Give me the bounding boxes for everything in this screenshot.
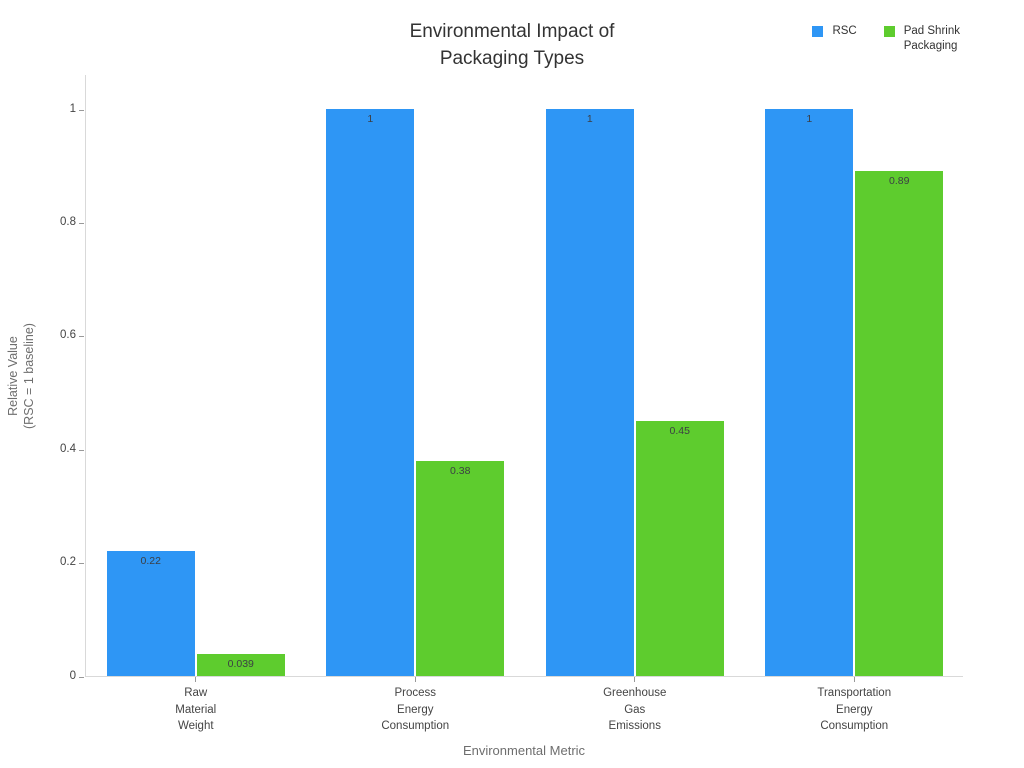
- bar-rsc[interactable]: [106, 551, 195, 676]
- y-tick-label: 0.8: [60, 215, 76, 228]
- y-tick-mark: [79, 336, 84, 338]
- y-tick-label: 0.6: [60, 329, 76, 342]
- bar-rsc[interactable]: [326, 109, 415, 676]
- x-tick-mark: [195, 677, 197, 682]
- x-tick-label: Raw Material Weight: [175, 687, 217, 732]
- y-tick-label: 0: [69, 669, 76, 682]
- legend-label: RSC: [832, 25, 857, 37]
- legend-swatch-icon: [883, 26, 895, 37]
- x-tick-mark: [634, 677, 636, 682]
- legend-label: Pad Shrink Packaging: [903, 25, 960, 52]
- x-tick-mark: [414, 677, 416, 682]
- bar-pad-shrink[interactable]: [635, 420, 724, 676]
- legend: RSC Pad Shrink Packaging: [812, 24, 960, 54]
- y-tick-label: 0.2: [60, 556, 76, 569]
- chart-title: Environmental Impact of Packaging Types: [409, 21, 615, 69]
- y-tick-mark: [79, 563, 84, 565]
- bar-rsc[interactable]: [545, 109, 634, 676]
- legend-item-rsc[interactable]: RSC: [812, 24, 857, 39]
- y-tick-label: 1: [69, 102, 76, 115]
- y-axis-title-text: Relative Value (RSC = 1 baseline): [6, 323, 36, 429]
- x-axis-title: Environmental Metric: [462, 743, 586, 758]
- x-tick-label: Greenhouse Gas Emissions: [603, 687, 667, 732]
- y-tick-mark: [79, 449, 84, 451]
- bar-pad-shrink[interactable]: [416, 460, 505, 676]
- y-tick-mark: [79, 222, 84, 224]
- y-tick-label: 0.4: [60, 442, 76, 455]
- x-tick-label: Process Energy Consumption: [381, 687, 450, 732]
- bar-pad-shrink[interactable]: [855, 171, 944, 676]
- legend-item-pad-shrink[interactable]: Pad Shrink Packaging: [883, 24, 960, 54]
- x-tick-label: Transportation Energy Consumption: [817, 687, 892, 732]
- plot-area: 0 0.2 0.4 0.6 0.8 1 Raw Material Weight 0.22 0.0…: [60, 75, 963, 732]
- bar-pad-shrink[interactable]: [196, 653, 285, 676]
- y-tick-mark: [79, 676, 84, 678]
- bar-rsc[interactable]: [765, 109, 854, 676]
- x-tick-mark: [853, 677, 855, 682]
- y-tick-mark: [79, 109, 84, 111]
- legend-swatch-icon: [812, 26, 824, 37]
